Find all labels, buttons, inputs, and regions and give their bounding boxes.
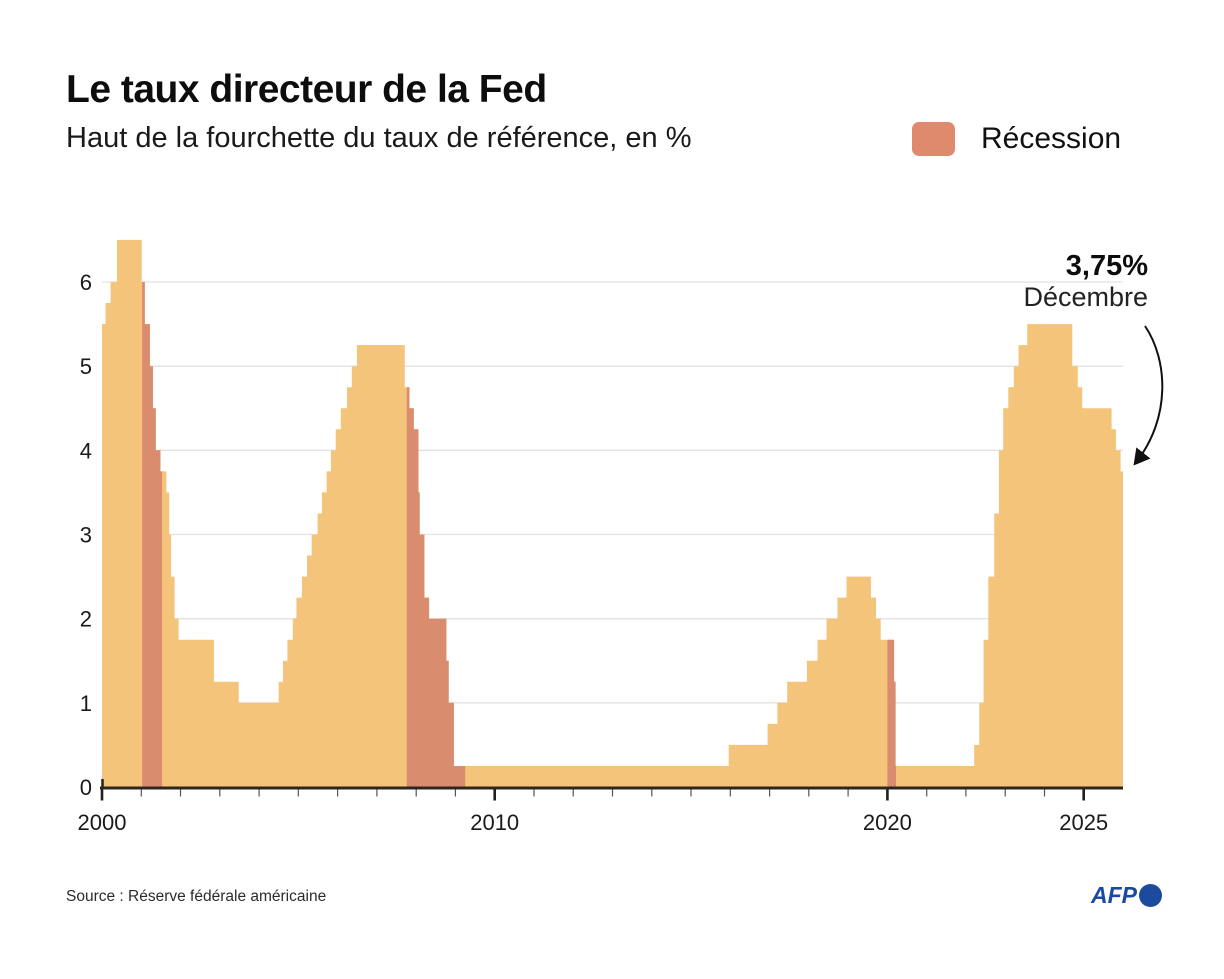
x-tick-label: 2020 — [863, 810, 912, 835]
recession-band — [887, 639, 896, 787]
annotation-value: 3,75% — [1065, 250, 1148, 282]
legend-label: Récession — [981, 122, 1122, 155]
afp-dot-icon — [1139, 884, 1162, 907]
recession-band — [142, 282, 163, 787]
afp-logo-text: AFP — [1091, 882, 1137, 908]
recession-swatch-icon — [912, 122, 955, 156]
chart-subtitle: Haut de la fourchette du taux de référen… — [66, 122, 692, 154]
y-tick-label: 3 — [80, 523, 92, 548]
y-tick-label: 1 — [80, 691, 92, 716]
annotation-month: Décembre — [1023, 282, 1148, 313]
page-title: Le taux directeur de la Fed — [66, 68, 547, 111]
y-tick-label: 0 — [80, 775, 92, 800]
annotation-arrow — [1133, 325, 1164, 466]
y-tick-label: 2 — [80, 607, 92, 632]
y-tick-label: 6 — [80, 270, 92, 295]
recession-band — [406, 387, 466, 787]
x-tick-label: 2000 — [78, 810, 127, 835]
source-note: Source : Réserve fédérale américaine — [66, 888, 327, 905]
afp-logo: AFP — [1091, 882, 1162, 909]
rate-area — [102, 239, 1123, 787]
rate-annotation: 3,75% Décembre — [1023, 250, 1148, 313]
legend: Récession — [912, 122, 1121, 156]
x-tick-label: 2025 — [1059, 810, 1108, 835]
x-tick-label: 2010 — [470, 810, 519, 835]
y-tick-label: 5 — [80, 354, 92, 379]
y-tick-label: 4 — [80, 438, 92, 463]
